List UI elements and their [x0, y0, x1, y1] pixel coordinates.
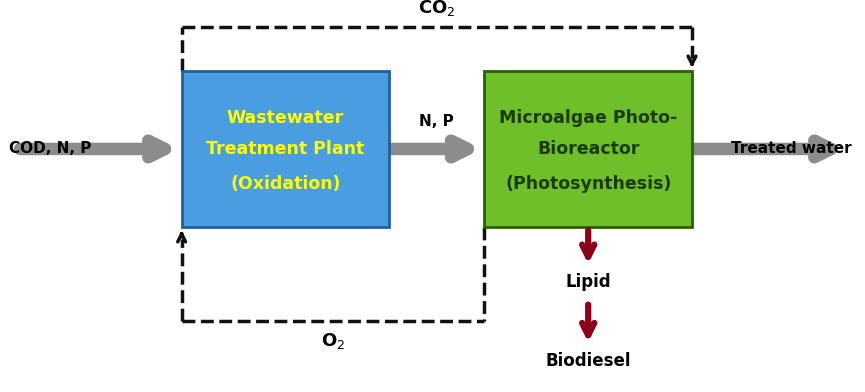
- Text: Biodiesel: Biodiesel: [546, 352, 631, 370]
- Text: Lipid: Lipid: [566, 273, 611, 291]
- Text: N, P: N, P: [420, 114, 454, 129]
- Text: Treated water: Treated water: [732, 142, 852, 156]
- FancyBboxPatch shape: [182, 71, 389, 227]
- Text: O$_2$: O$_2$: [321, 331, 345, 351]
- Text: (Photosynthesis): (Photosynthesis): [505, 175, 671, 193]
- Text: CO$_2$: CO$_2$: [418, 0, 456, 18]
- Text: COD, N, P: COD, N, P: [9, 142, 91, 156]
- Text: Treatment Plant: Treatment Plant: [207, 140, 364, 158]
- Text: Microalgae Photo-: Microalgae Photo-: [499, 109, 677, 127]
- Text: (Oxidation): (Oxidation): [230, 175, 341, 193]
- FancyBboxPatch shape: [484, 71, 692, 227]
- Text: Bioreactor: Bioreactor: [537, 140, 639, 158]
- Text: Wastewater: Wastewater: [227, 109, 344, 127]
